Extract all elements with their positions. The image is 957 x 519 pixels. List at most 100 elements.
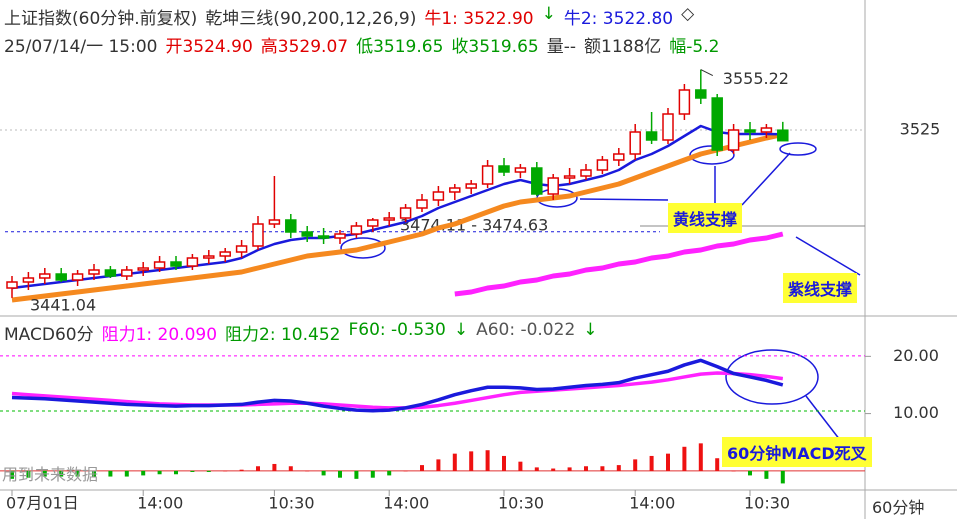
- candle-body: [662, 113, 674, 141]
- candle-body: [153, 261, 166, 269]
- candle-body: [416, 199, 428, 209]
- macd-bar: [518, 461, 523, 471]
- macd-bar: [403, 470, 408, 472]
- y-tick-label: 10.00: [893, 403, 939, 422]
- header-item: 幅-5.2: [669, 37, 720, 57]
- macd-bar: [666, 453, 670, 471]
- macd-bar: [75, 470, 80, 477]
- candle-body: [121, 269, 133, 277]
- header-item: ◇: [681, 4, 695, 24]
- macd-bar: [174, 470, 178, 475]
- macd-bar: [436, 459, 441, 471]
- macd-bar: [452, 453, 457, 471]
- macd-header: MACD60分 阻力1: 20.090 阻力2: 10.452 F60: -0.530…: [4, 320, 598, 345]
- annotation: 用到未来数据: [2, 465, 99, 484]
- candle-body: [760, 127, 773, 133]
- candle-body: [203, 255, 215, 259]
- macd-bar: [698, 443, 703, 471]
- macd-bar: [124, 470, 129, 477]
- ma-line: [454, 231, 784, 297]
- candle-body: [580, 169, 592, 177]
- header-item: 收3519.65: [451, 37, 539, 57]
- arrows: [579, 152, 861, 441]
- macd-bar: [370, 470, 375, 478]
- macd-bar: [141, 470, 146, 476]
- low-label: 3441.04: [30, 295, 96, 314]
- x-tick-label: 14:00: [137, 494, 183, 513]
- candle-body: [449, 187, 461, 193]
- macd-bar: [42, 470, 47, 477]
- candle-body: [350, 225, 363, 235]
- x-tick-label: 10:30: [268, 494, 314, 513]
- ma-line: [11, 124, 783, 290]
- macd-bar: [649, 455, 654, 471]
- candle-body: [547, 177, 559, 195]
- candle-body: [39, 273, 51, 279]
- candle-body: [285, 219, 297, 233]
- header-item: 阻力1: 20.090: [101, 325, 218, 345]
- macd-bar: [239, 469, 244, 471]
- macd-bar: [206, 470, 211, 472]
- candle-body: [711, 97, 723, 151]
- macd-bar: [616, 465, 621, 471]
- header-item: F60: -0.530: [348, 320, 446, 340]
- candle-body: [104, 269, 117, 277]
- macd-bar: [600, 466, 605, 471]
- candle-body: [613, 153, 625, 161]
- header-item: 额1188亿: [584, 37, 662, 57]
- candle-body: [252, 223, 264, 247]
- macd-bar: [10, 470, 14, 479]
- macd-bar: [321, 470, 326, 476]
- macd-bar: [715, 458, 720, 471]
- x-tick-label: 14:00: [383, 494, 429, 513]
- ma-line: [11, 131, 784, 303]
- macd-bar: [534, 467, 539, 471]
- candle-body: [744, 129, 756, 133]
- candle-body: [645, 131, 658, 141]
- annotation: 紫线支撑: [783, 273, 858, 303]
- macd-bar: [387, 470, 392, 476]
- candle-body: [22, 277, 35, 283]
- macd-bar: [469, 451, 474, 471]
- x-tick-label: 07月01日: [6, 494, 79, 513]
- candle-body: [55, 273, 67, 281]
- header-item: 阻力2: 10.452: [225, 325, 341, 345]
- macd-bar: [354, 470, 359, 479]
- macd-bar: [223, 470, 228, 472]
- candle-body: [71, 273, 84, 281]
- candle-body: [301, 231, 313, 237]
- x-tick-label: 10:30: [744, 494, 790, 513]
- header-item: 开3524.90: [165, 37, 253, 57]
- header-item: 高3529.07: [260, 37, 349, 57]
- macd-bar: [780, 470, 785, 484]
- candle-body: [334, 233, 346, 239]
- candle-body: [695, 89, 707, 99]
- candle-body: [6, 281, 18, 289]
- header-item: 低3519.65: [356, 37, 444, 57]
- candle-body: [596, 159, 609, 171]
- macd-bar: [633, 459, 638, 471]
- macd-bar: [108, 470, 113, 477]
- candle-body: [235, 245, 248, 253]
- macd-bar: [567, 467, 572, 471]
- high-label: 3555.22: [723, 69, 789, 88]
- x-tick-label: 14:00: [629, 494, 675, 513]
- macd-bar: [26, 470, 31, 478]
- header-item: 牛1: 3522.90: [424, 9, 534, 29]
- macd-bar: [748, 470, 752, 476]
- macd-bar: [584, 466, 588, 471]
- candle-body: [629, 131, 641, 155]
- candle-body: [219, 251, 231, 257]
- macd-bar: [59, 470, 64, 477]
- header-item: 25/07/14/一 15:00: [4, 37, 158, 57]
- macd-bar: [92, 470, 96, 477]
- candle-body: [432, 191, 445, 201]
- candle-body: [367, 219, 379, 227]
- candle-body: [481, 165, 494, 185]
- candle-body: [465, 183, 477, 189]
- macd-line: [11, 371, 784, 410]
- header-item: 乾坤三线(90,200,12,26,9): [205, 9, 417, 29]
- macd-bar: [551, 468, 556, 471]
